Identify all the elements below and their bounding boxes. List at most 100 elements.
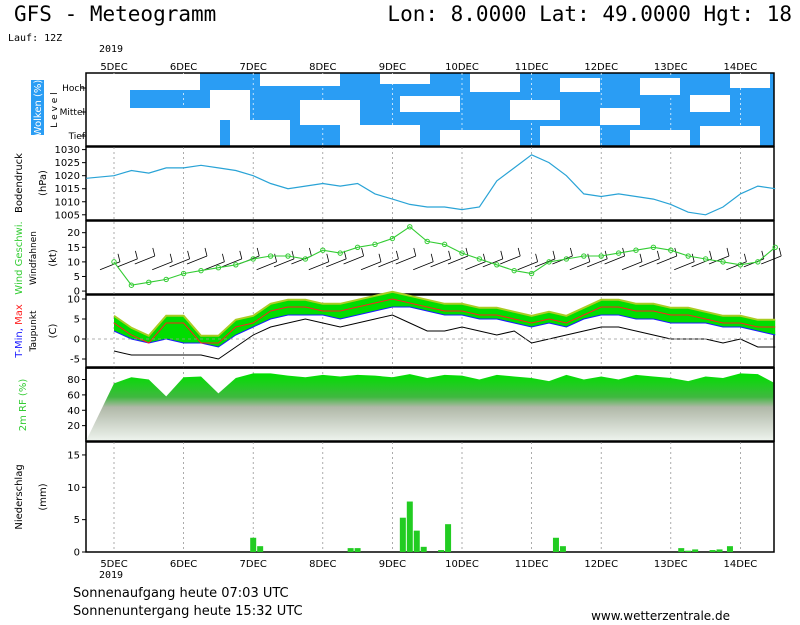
precipitation-panel: Niederschlag (mm) xyxy=(14,464,733,552)
wind-point xyxy=(494,262,500,268)
wind-barb xyxy=(761,255,782,265)
panel-frame-clouds xyxy=(85,72,775,147)
wind-barb xyxy=(221,258,242,268)
top-day-label: 10DEC xyxy=(445,62,479,73)
sunset-text: Sonnenuntergang heute 15:32 UTC xyxy=(73,604,303,619)
wind-barb xyxy=(656,255,677,265)
wind-point xyxy=(633,247,639,253)
wind-point xyxy=(737,262,744,268)
wind-barb-flag xyxy=(274,253,277,262)
chart-title: GFS - Meteogramm xyxy=(14,2,217,26)
bottom-year-label: 2019 xyxy=(99,570,124,581)
wind-barb-flag xyxy=(709,250,712,259)
temperature-unit-label: (C) xyxy=(48,324,59,339)
axes-labels: 5DEC 5DEC 6DEC 6DEC 7DEC 7DEC 8DEC 8DEC 9DEC 9DEC… xyxy=(55,62,758,570)
wind-barb xyxy=(447,255,469,265)
bottom-day-label: 6DEC xyxy=(170,559,197,570)
precip-unit-label: (mm) xyxy=(38,483,49,510)
temperature-range-fill xyxy=(114,291,776,347)
precip-bar xyxy=(250,537,257,552)
y-tick-label: 10 xyxy=(67,483,80,494)
wind-point xyxy=(598,253,604,259)
wind-barb xyxy=(360,261,382,271)
wind-speed-line xyxy=(113,226,776,286)
precip-bar xyxy=(692,549,699,552)
precip-bar xyxy=(438,550,445,552)
cloud-clear-cell xyxy=(560,78,600,92)
wind-point xyxy=(424,238,430,245)
wind-point xyxy=(476,256,483,262)
cloud-clear-cell xyxy=(510,100,560,120)
wind-point xyxy=(755,259,761,265)
wind-barb xyxy=(117,258,138,268)
precip-bar xyxy=(552,537,559,552)
wind-point xyxy=(215,265,222,271)
humidity-axis-label: 2m RF (%) xyxy=(18,379,29,432)
panel-frame-pressure xyxy=(85,146,775,221)
wind-barb xyxy=(308,261,329,271)
wind-barb-flag xyxy=(222,253,225,262)
wind-barb-flag xyxy=(657,250,660,259)
wind-sub-label: Windfahnen xyxy=(29,231,39,285)
tmax-label: Max xyxy=(14,304,25,325)
wind-barb xyxy=(639,258,660,268)
precip-bar xyxy=(413,530,420,552)
temperature-axis-label: T-Min, Max xyxy=(14,304,25,359)
top-day-label: 12DEC xyxy=(584,62,618,73)
wind-point xyxy=(615,250,622,256)
wind-point xyxy=(720,259,726,265)
y-tick-label: -5 xyxy=(70,355,80,366)
humidity-frame xyxy=(85,367,775,442)
wind-barb xyxy=(378,258,399,268)
website-link[interactable]: www.wetterzentrale.de xyxy=(591,609,730,623)
wind-barb-flag xyxy=(517,247,521,257)
wind-barb xyxy=(604,255,625,265)
dewpoint-line xyxy=(113,314,776,360)
temperature-panel: T-Min, Max Taupunkt (C) xyxy=(14,290,776,360)
wind-barb-flag xyxy=(430,253,434,262)
top-day-label: 9DEC xyxy=(379,62,406,73)
cloud-clear-cell xyxy=(600,108,640,125)
cloud-cover-cells xyxy=(86,73,770,146)
cloud-clear-cell xyxy=(210,90,250,120)
y-tick-label: 20 xyxy=(67,421,80,432)
wind-panel: Wind Geschwi. Windfahnen (kt) xyxy=(14,221,782,295)
cloud-row-label: Hoch xyxy=(62,84,85,94)
y-tick-label: 10 xyxy=(67,257,80,268)
wind-barb-flag xyxy=(187,250,190,259)
wind-barb-flag xyxy=(117,253,121,262)
wind-barb xyxy=(326,258,347,268)
cloud-label-box xyxy=(31,80,44,135)
wind-point xyxy=(772,244,778,250)
wind-barb xyxy=(465,261,486,271)
top-day-label: 5DEC xyxy=(100,62,127,73)
cloud-clear-cell xyxy=(540,126,600,146)
wind-barb xyxy=(674,261,695,271)
wind-point xyxy=(372,241,378,248)
y-tick-label: 10 xyxy=(67,295,80,306)
wind-barb xyxy=(587,258,608,268)
precip-bar xyxy=(354,548,361,552)
cloud-clear-cell xyxy=(700,126,760,146)
wind-barb xyxy=(430,258,451,268)
wind-point xyxy=(250,256,256,262)
precip-bar xyxy=(678,548,685,552)
wind-point xyxy=(511,267,517,274)
wind-barb-flag xyxy=(535,253,538,262)
cloud-clear-cell xyxy=(340,125,420,146)
y-tick-label: 1010 xyxy=(55,197,80,208)
y-tick-label: 1015 xyxy=(55,184,80,195)
bottom-day-label: 10DEC xyxy=(445,559,479,570)
wind-barb-flag xyxy=(378,253,382,262)
cloud-clear-cell xyxy=(380,73,430,84)
humidity-area xyxy=(86,373,776,441)
bottom-day-label: 12DEC xyxy=(584,559,618,570)
top-day-label: 6DEC xyxy=(170,62,197,73)
pressure-line xyxy=(86,154,776,216)
wind-point xyxy=(668,247,674,253)
location-coordinates: Lon: 8.0000 Lat: 49.0000 Hgt: 18 xyxy=(387,2,792,26)
wind-barb-flag xyxy=(778,247,782,257)
wind-barb-flag xyxy=(361,247,364,257)
wind-point xyxy=(146,279,152,286)
wind-barb xyxy=(343,255,364,265)
